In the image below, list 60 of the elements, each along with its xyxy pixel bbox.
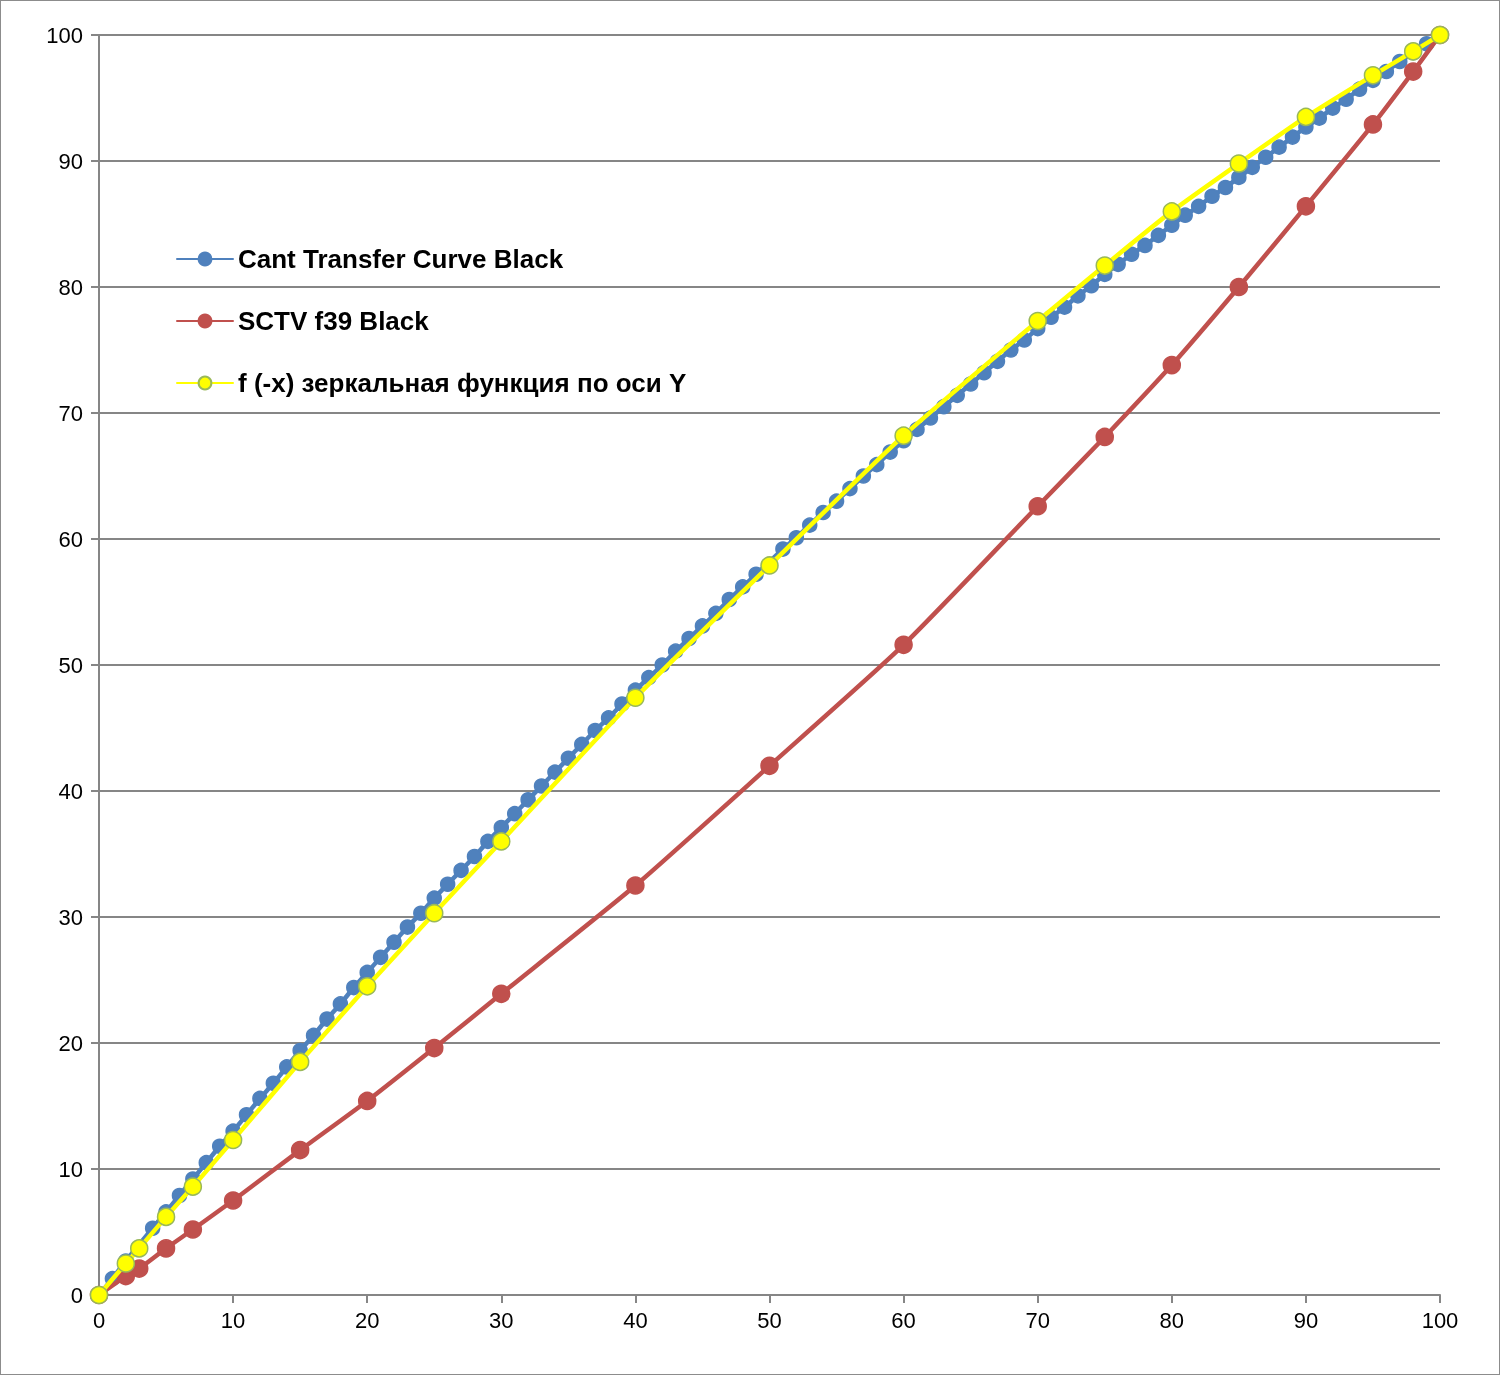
point xyxy=(492,984,511,1004)
x-tick-label: 30 xyxy=(489,1307,514,1333)
y-tick-label: 40 xyxy=(58,778,83,804)
point xyxy=(1296,107,1316,127)
point xyxy=(894,635,913,655)
y-tick-label: 100 xyxy=(46,22,83,48)
x-tick-label: 90 xyxy=(1293,1307,1319,1333)
y-tick-label: 20 xyxy=(58,1030,83,1056)
y-tick-label: 50 xyxy=(58,652,83,678)
point xyxy=(1162,355,1182,375)
point xyxy=(1296,197,1316,216)
point xyxy=(1403,62,1423,81)
x-tick-label: 50 xyxy=(757,1307,782,1333)
point xyxy=(1095,256,1114,275)
x-tick-label: 10 xyxy=(220,1307,246,1333)
y-tick-label: 60 xyxy=(58,526,83,552)
point xyxy=(116,1254,136,1273)
y-tick-label: 30 xyxy=(58,904,83,930)
legend-label: SCTV f39 Black xyxy=(238,306,430,336)
point xyxy=(130,1239,149,1258)
point xyxy=(183,1177,203,1196)
point xyxy=(425,903,444,923)
y-tick-label: 70 xyxy=(58,400,83,426)
point xyxy=(156,1207,176,1227)
point xyxy=(760,556,779,575)
point xyxy=(1095,427,1114,447)
y-tick-label: 80 xyxy=(58,274,83,300)
x-tick-label: 100 xyxy=(1421,1307,1459,1333)
point xyxy=(760,756,779,776)
point xyxy=(223,1130,243,1150)
y-tick-label: 0 xyxy=(70,1282,83,1308)
point xyxy=(425,1038,444,1058)
point xyxy=(1028,496,1047,516)
y-tick-label: 10 xyxy=(58,1156,83,1182)
point xyxy=(1363,115,1383,134)
point xyxy=(357,977,377,996)
legend-label: Cant Transfer Curve Black xyxy=(238,244,564,274)
point xyxy=(290,1140,310,1160)
x-tick-label: 70 xyxy=(1025,1307,1050,1333)
point xyxy=(492,832,511,851)
point xyxy=(626,688,645,708)
x-tick-label: 60 xyxy=(891,1307,916,1333)
x-tick-label: 40 xyxy=(623,1307,648,1333)
point xyxy=(290,1052,310,1072)
point xyxy=(223,1191,243,1210)
legend-label: f (-x) зеркальная функция по оси Y xyxy=(238,368,687,398)
point xyxy=(1363,66,1383,85)
point xyxy=(894,426,913,445)
point xyxy=(1229,277,1249,297)
point xyxy=(357,1091,377,1111)
y-tick-label: 90 xyxy=(58,148,83,174)
x-tick-label: 20 xyxy=(354,1307,380,1333)
point xyxy=(1162,202,1182,221)
point xyxy=(626,876,645,895)
x-tick-label: 0 xyxy=(92,1307,106,1333)
point xyxy=(1028,311,1047,331)
point xyxy=(1229,154,1249,173)
point xyxy=(183,1220,203,1239)
x-tick-label: 80 xyxy=(1159,1307,1185,1333)
point xyxy=(156,1239,176,1258)
